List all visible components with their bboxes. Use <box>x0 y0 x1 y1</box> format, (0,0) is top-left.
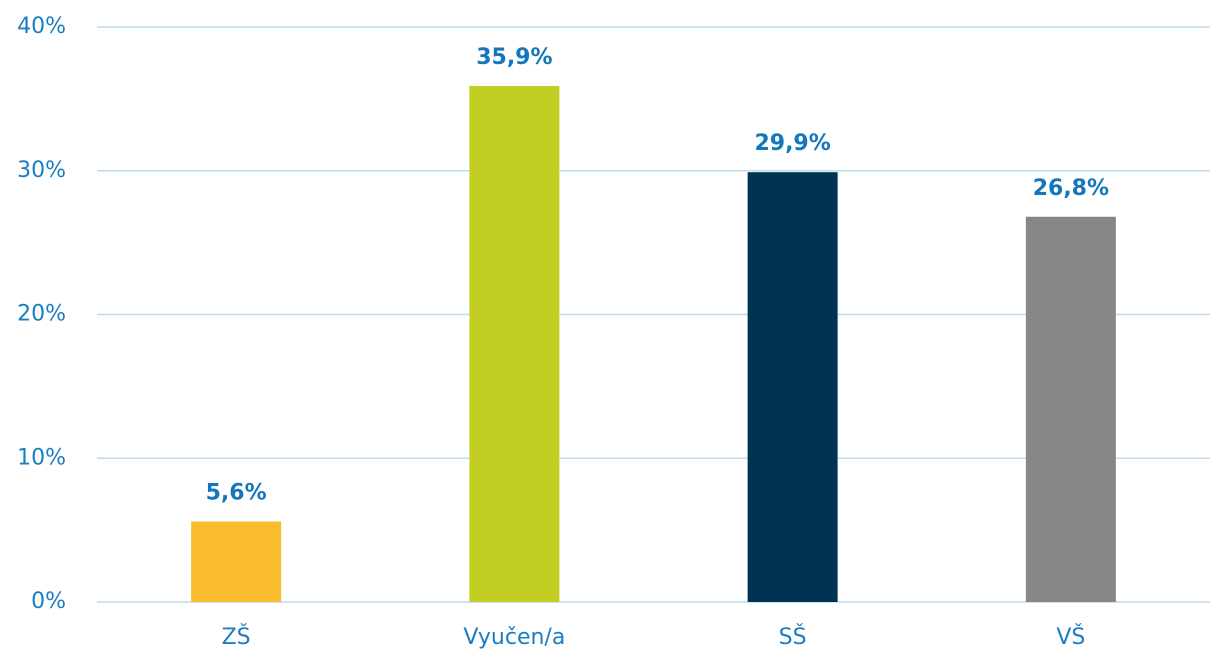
bar <box>191 521 282 602</box>
y-tick-label: 30% <box>17 158 66 183</box>
value-label: 29,9% <box>754 131 830 156</box>
bar <box>469 85 560 602</box>
x-tick-label: ZŠ <box>222 624 251 650</box>
x-tick-label: Vyučen/a <box>463 625 565 650</box>
value-label: 5,6% <box>206 481 267 506</box>
x-tick-label: SŠ <box>779 624 807 650</box>
bar <box>747 172 838 602</box>
value-label: 26,8% <box>1033 176 1109 201</box>
bar <box>1025 216 1116 602</box>
y-tick-label: 40% <box>17 14 66 39</box>
x-tick-label: VŠ <box>1056 624 1085 650</box>
y-tick-label: 10% <box>17 445 66 470</box>
y-tick-label: 20% <box>17 302 66 327</box>
y-tick-label: 0% <box>31 589 66 614</box>
value-label: 35,9% <box>476 45 552 70</box>
